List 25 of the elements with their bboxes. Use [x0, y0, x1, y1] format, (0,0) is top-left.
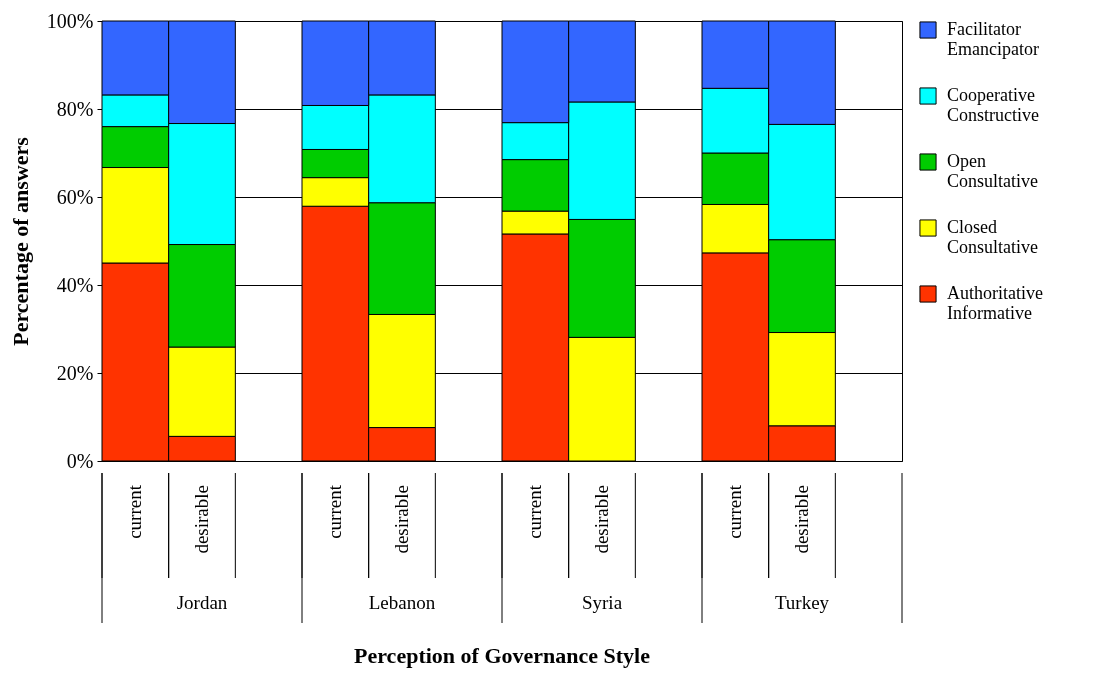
- text: Lebanon: [368, 592, 436, 613]
- legend-label: Open Consultative: [947, 151, 1038, 191]
- y-tick-label: 60%: [56, 185, 94, 208]
- text: Jordan: [176, 592, 228, 613]
- x-tick-label: desirable: [591, 485, 612, 554]
- legend-label: Cooperative Constructive: [947, 85, 1039, 125]
- x-tick-label: current: [524, 484, 546, 539]
- text: Turkey: [774, 592, 830, 613]
- x-tick-label: current: [724, 484, 746, 539]
- x-tick-label: desirable: [791, 485, 812, 554]
- x-axis-title: Perception of Governance Style: [354, 642, 651, 668]
- y-tick-label: 0%: [66, 449, 94, 472]
- y-tick-label: 80%: [56, 97, 94, 120]
- y-axis-title: Percentage of answers: [7, 136, 33, 346]
- x-tick-label: current: [324, 484, 346, 539]
- legend-label: Facilitator Emancipator: [947, 19, 1039, 59]
- x-tick-label: current: [124, 484, 146, 539]
- x-tick-label: desirable: [391, 485, 412, 554]
- y-tick-label: 40%: [56, 273, 94, 296]
- text: Syria: [581, 592, 623, 613]
- y-tick-label: 100%: [46, 9, 94, 32]
- legend-label: Closed Consultative: [947, 217, 1038, 257]
- legend-label: Authoritative Informative: [947, 283, 1043, 323]
- x-tick-label: desirable: [191, 485, 212, 554]
- y-tick-label: 20%: [56, 361, 94, 384]
